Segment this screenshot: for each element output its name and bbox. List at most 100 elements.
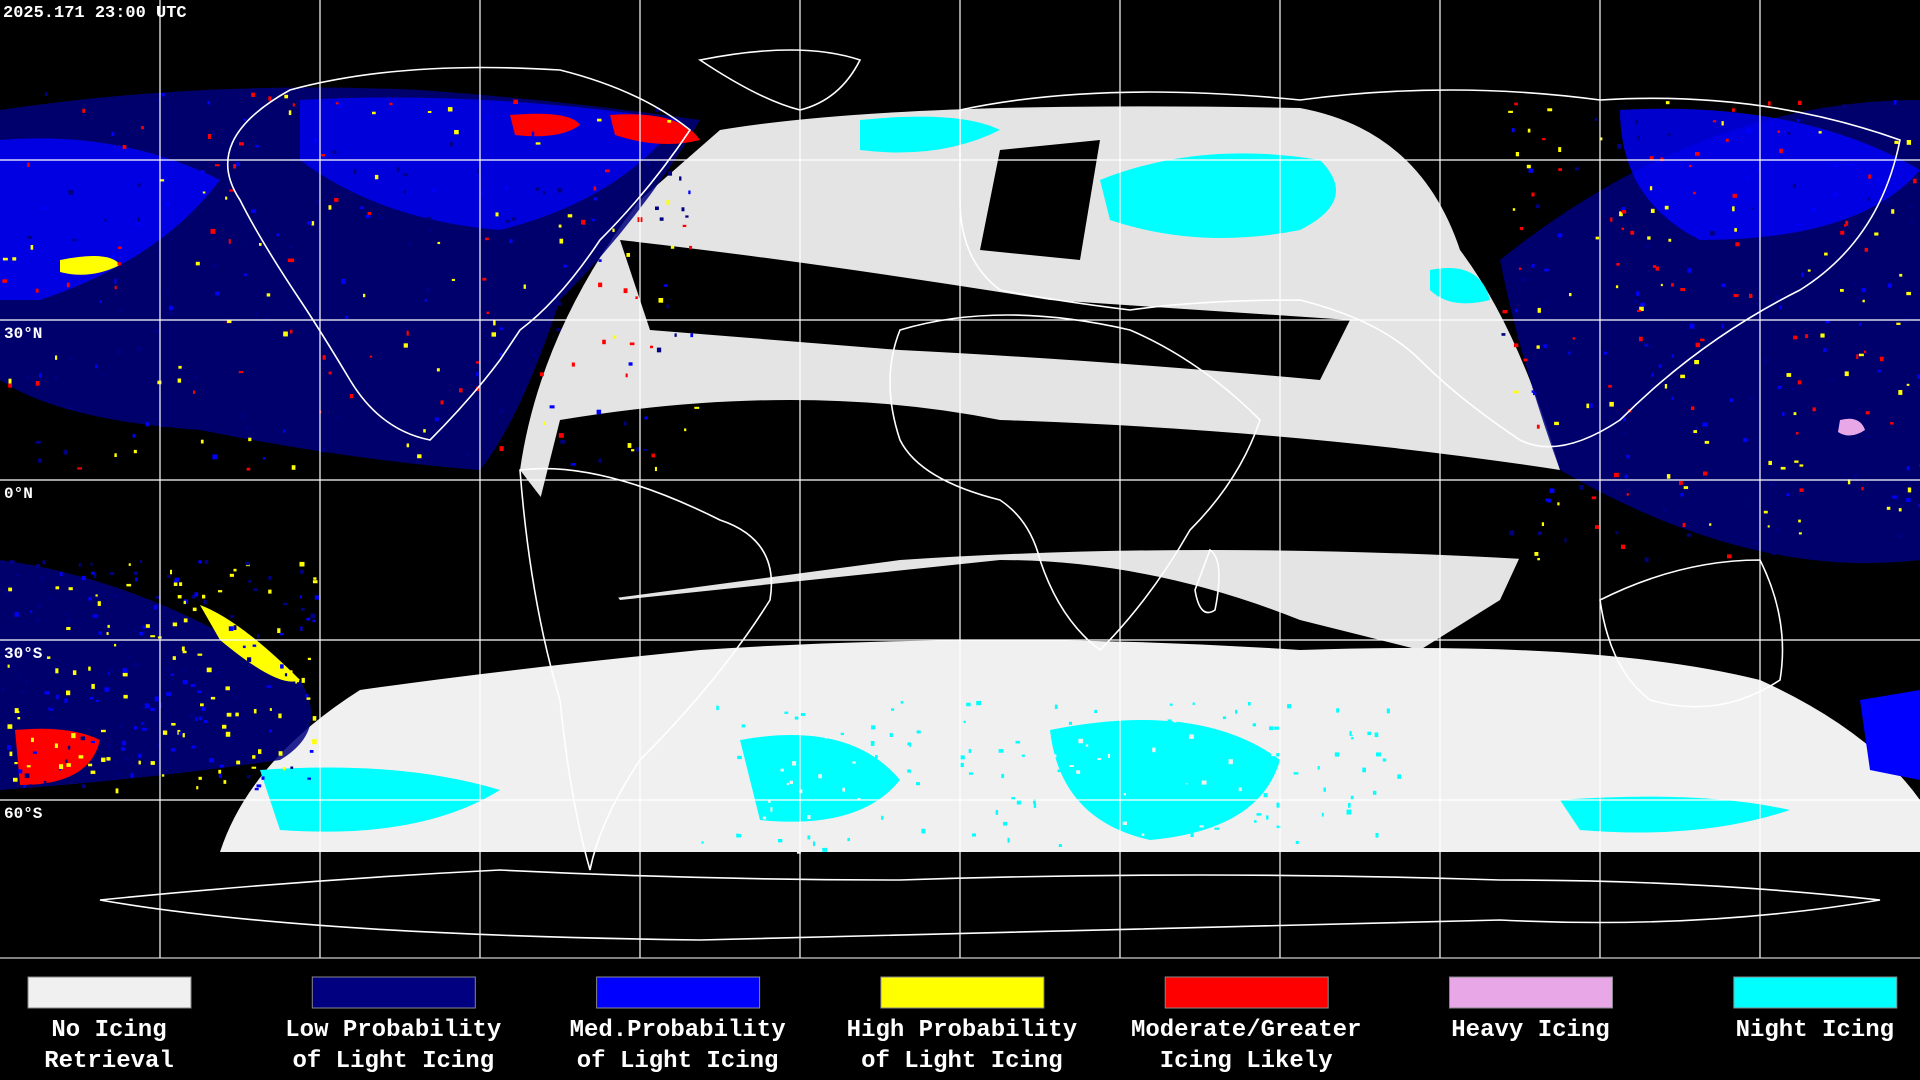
speckle xyxy=(197,690,202,694)
speckle xyxy=(1895,497,1900,500)
speckle xyxy=(624,421,627,426)
speckle xyxy=(363,293,366,298)
speckle xyxy=(645,160,651,166)
speckle xyxy=(268,575,272,580)
speckle xyxy=(1664,384,1668,389)
speckle xyxy=(921,828,926,834)
speckle xyxy=(258,749,262,754)
speckle xyxy=(654,466,658,472)
speckle xyxy=(1144,775,1149,779)
speckle xyxy=(1799,488,1804,492)
speckle xyxy=(1349,731,1354,736)
speckle xyxy=(1695,342,1700,348)
speckle xyxy=(1797,118,1800,122)
speckle xyxy=(1680,288,1686,292)
speckle xyxy=(42,560,46,565)
speckle xyxy=(1786,493,1790,497)
speckle xyxy=(300,626,303,631)
speckle xyxy=(156,595,161,599)
speckle xyxy=(93,573,97,578)
speckle xyxy=(67,619,72,624)
speckle xyxy=(1624,474,1628,479)
legend-swatch xyxy=(27,976,192,1009)
speckle xyxy=(987,837,990,841)
speckle xyxy=(1648,386,1654,390)
speckle xyxy=(1910,219,1914,224)
speckle xyxy=(210,228,216,234)
speckle xyxy=(81,575,86,581)
speckle xyxy=(104,218,107,222)
speckle xyxy=(800,713,806,716)
speckle xyxy=(852,761,856,764)
speckle xyxy=(127,654,130,660)
night-icing-area xyxy=(1430,268,1490,304)
speckle xyxy=(88,763,93,767)
speckle xyxy=(1247,702,1251,706)
speckle xyxy=(1108,755,1113,759)
night-icing-area xyxy=(1050,720,1280,840)
speckle xyxy=(736,833,739,838)
speckle xyxy=(1541,522,1545,527)
speckle xyxy=(993,746,997,751)
speckle xyxy=(1168,806,1171,811)
speckle xyxy=(1097,757,1102,761)
clear-area xyxy=(620,240,1350,380)
speckle xyxy=(818,774,822,779)
speckle xyxy=(36,440,41,444)
speckle xyxy=(248,664,253,667)
high-probability-area xyxy=(200,605,300,682)
speckle xyxy=(128,563,131,566)
speckle xyxy=(1906,466,1910,471)
speckle xyxy=(174,577,180,582)
speckle xyxy=(1025,765,1030,769)
speckle xyxy=(1511,128,1515,133)
speckle xyxy=(39,373,42,378)
speckle xyxy=(485,237,489,241)
speckle xyxy=(666,200,669,205)
speckle xyxy=(1513,343,1519,348)
speckle xyxy=(225,686,230,691)
speckle xyxy=(1190,833,1194,838)
speckle xyxy=(1748,395,1754,400)
speckle xyxy=(173,582,178,586)
speckle xyxy=(593,186,597,191)
speckle xyxy=(1901,504,1904,508)
speckle xyxy=(1228,759,1233,765)
speckle xyxy=(122,145,127,150)
speckle xyxy=(532,353,537,357)
speckle xyxy=(1767,525,1770,528)
speckle xyxy=(268,96,272,101)
speckle-layer xyxy=(1,91,1920,854)
speckle xyxy=(1544,268,1549,272)
speckle xyxy=(679,176,682,181)
speckle xyxy=(1312,717,1318,721)
speckle xyxy=(7,724,13,729)
speckle xyxy=(106,632,109,635)
speckle xyxy=(770,807,773,812)
speckle xyxy=(1595,236,1599,240)
speckle xyxy=(160,424,164,427)
speckle xyxy=(1885,198,1891,204)
speckle xyxy=(1840,230,1845,235)
speckle xyxy=(1686,533,1691,537)
speckle xyxy=(1173,717,1177,723)
speckle xyxy=(1085,744,1089,747)
speckle xyxy=(667,120,672,123)
speckle xyxy=(43,780,47,786)
speckle xyxy=(389,102,393,106)
speckle xyxy=(1906,140,1912,145)
speckle xyxy=(206,692,210,698)
speckle xyxy=(353,169,357,174)
speckle xyxy=(707,804,710,807)
speckle xyxy=(133,449,137,454)
speckle xyxy=(1214,827,1220,830)
speckle xyxy=(1266,815,1269,820)
latitude-label: 30°N xyxy=(4,325,42,343)
speckle xyxy=(998,749,1004,753)
speckle xyxy=(1000,758,1005,762)
speckle xyxy=(1745,502,1749,506)
speckle xyxy=(1693,430,1698,433)
speckle xyxy=(403,343,408,348)
speckle xyxy=(1795,223,1800,227)
speckle xyxy=(874,786,878,790)
